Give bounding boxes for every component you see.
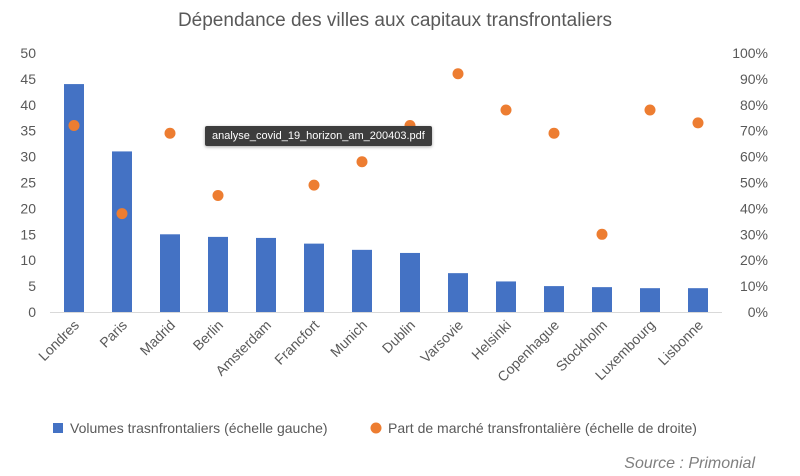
y-right-tick-label: 0% [748,304,768,320]
y-right-tick-label: 30% [740,226,768,242]
y-right-tick-label: 20% [740,252,768,268]
legend-bar-label: Volumes trasnfrontaliers (échelle gauche… [70,420,328,436]
y-left-tick-label: 25 [20,175,36,191]
y-right-tick-label: 60% [740,149,768,165]
x-category-label: Lisbonne [655,317,707,369]
file-tooltip: analyse_covid_19_horizon_am_200403.pdf [205,126,432,146]
bar [448,273,468,312]
bar [304,243,324,312]
market-share-point [548,127,560,139]
y-right-tick-label: 40% [740,200,768,216]
x-category-label: Francfort [271,317,322,368]
market-share-point [356,156,368,168]
legend-dot-swatch [370,422,382,434]
bar [64,84,84,312]
market-share-point [596,228,608,240]
bar [400,252,420,312]
bar [208,236,228,312]
y-left-tick-label: 35 [20,123,36,139]
x-category-label: Varsovie [417,317,466,366]
bar [496,281,516,312]
market-share-point [500,104,512,116]
y-left-tick-label: 40 [20,97,36,113]
y-right-tick-label: 80% [740,97,768,113]
y-left-tick-label: 10 [20,252,36,268]
market-share-point [116,208,128,220]
x-category-label: Dublin [379,317,418,356]
y-right-tick-label: 70% [740,123,768,139]
bar [592,287,612,312]
bar [352,249,372,312]
legend-dot-label: Part de marché transfrontalière (échelle… [388,420,697,436]
market-share-point [164,127,176,139]
x-category-label: Paris [96,317,130,351]
market-share-point [692,117,704,129]
y-right-tick-label: 50% [740,175,768,191]
bar [640,288,660,312]
y-left-tick-label: 5 [28,278,36,294]
x-category-label: Madrid [137,317,179,359]
chart-title: Dépendance des villes aux capitaux trans… [178,10,612,31]
bar [160,234,180,312]
market-share-point [644,104,656,116]
market-share-point [68,120,80,132]
x-category-label: Londres [35,317,82,364]
y-left-tick-label: 20 [20,200,36,216]
y-left-tick-label: 50 [20,45,36,61]
x-category-label: Munich [327,317,370,360]
bar [112,151,132,312]
market-share-point [212,189,224,201]
market-share-point [452,68,464,80]
legend-bar-swatch [53,423,63,433]
market-share-point [308,179,320,191]
bar [544,286,564,312]
x-category-label: Berlin [189,317,226,354]
y-left-tick-label: 30 [20,149,36,165]
y-left-tick-label: 0 [28,304,36,320]
bar [688,288,708,312]
x-category-label: Helsinki [468,317,514,363]
y-right-tick-label: 100% [732,45,768,61]
bar [256,237,276,312]
source-note: Source : Primonial [624,455,755,472]
y-right-tick-label: 10% [740,278,768,294]
y-right-tick-label: 90% [740,71,768,87]
y-left-tick-label: 45 [20,71,36,87]
y-left-tick-label: 15 [20,226,36,242]
